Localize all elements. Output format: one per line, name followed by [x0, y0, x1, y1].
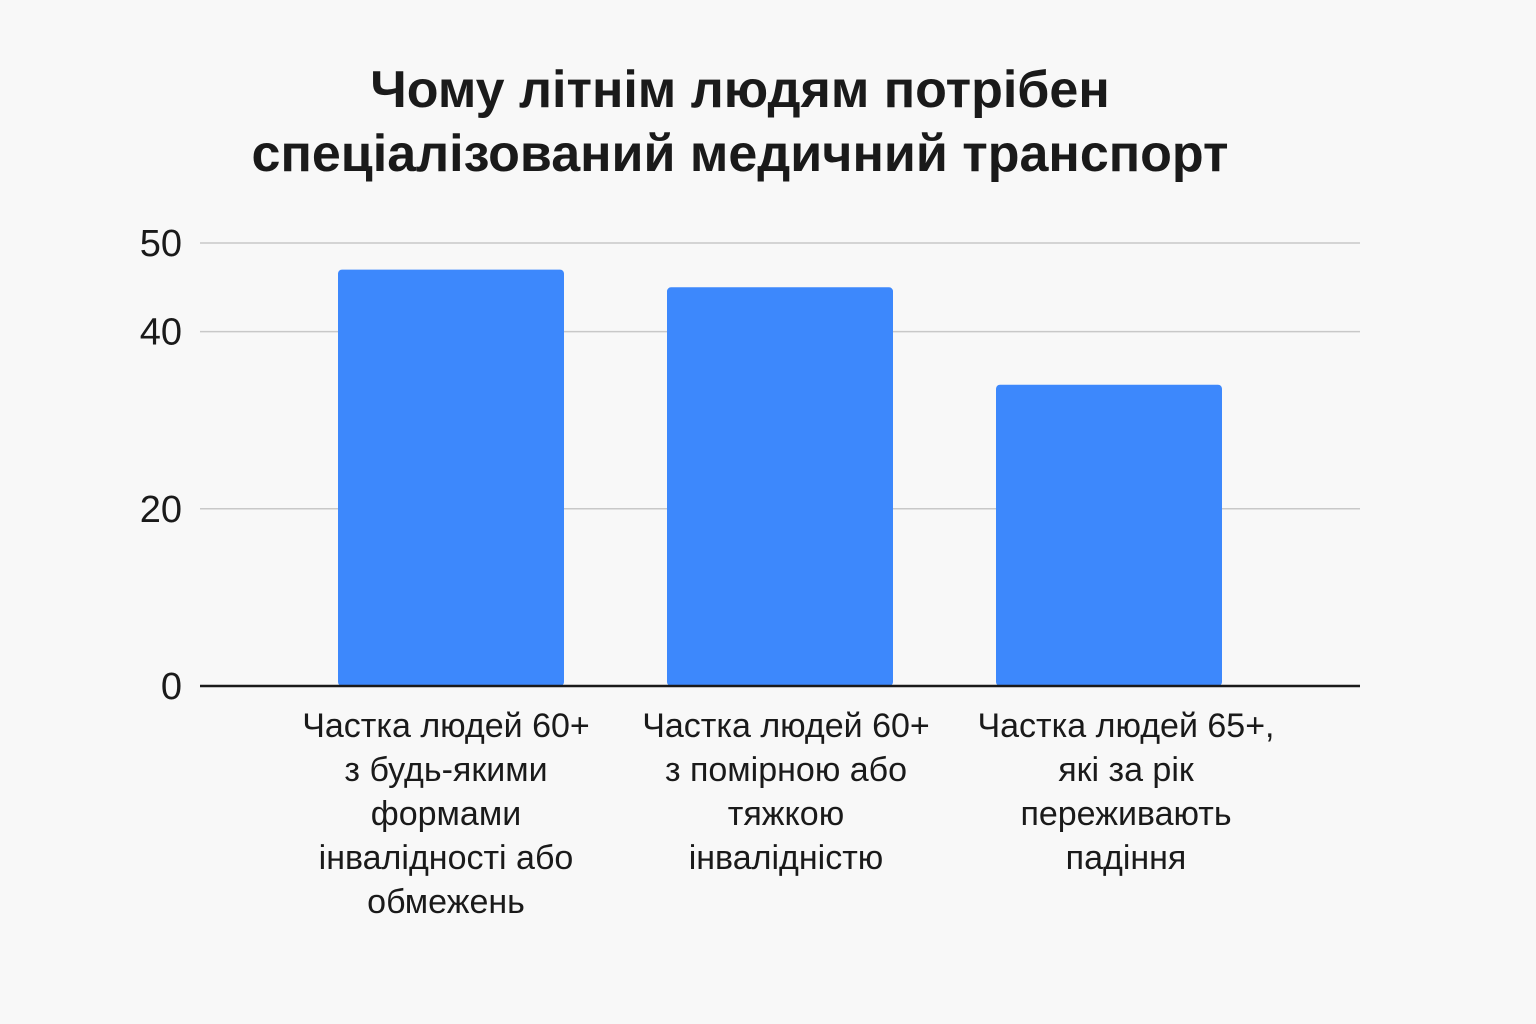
x-tick-label-line: Частка людей 60+ — [302, 707, 590, 745]
chart-title: Чому літнім людям потрібен спеціалізован… — [0, 58, 1480, 186]
x-tick-label-line: з помірною або — [664, 751, 908, 789]
y-tick-label-40: 40 — [140, 312, 182, 354]
x-tick-label-3: Частка людей 65+, які за рік переживають па… — [966, 704, 1286, 880]
x-tick-label-line: тяжкою — [727, 795, 845, 833]
bar-2 — [667, 287, 893, 686]
y-tick-label-0: 0 — [161, 666, 182, 708]
x-tick-label-line: інвалідності або — [318, 839, 574, 877]
bar-3 — [996, 384, 1222, 686]
x-tick-label-line: інвалідністю — [688, 839, 884, 877]
x-tick-label-line: падіння — [1065, 839, 1187, 877]
x-tick-label-line: Частка людей 65+, — [977, 707, 1275, 745]
x-tick-label-1: Частка людей 60+ з будь-якими формами інвал… — [286, 704, 606, 924]
chart-title-line-1: Чому літнім людям потрібен — [370, 61, 1110, 119]
x-tick-label-line: з будь-якими — [344, 751, 548, 789]
x-tick-label-line: переживають — [1020, 795, 1232, 833]
x-tick-label-line: обмежень — [367, 883, 525, 921]
bar-1 — [338, 269, 564, 686]
y-tick-label-20: 20 — [140, 489, 182, 531]
x-tick-label-line: які за рік — [1058, 751, 1194, 789]
x-tick-label-2: Частка людей 60+ з помірною або тяжкою інва… — [626, 704, 946, 880]
x-tick-label-line: Частка людей 60+ — [642, 707, 930, 745]
x-tick-label-line: формами — [370, 795, 522, 833]
y-tick-label-50: 50 — [140, 223, 182, 265]
chart-title-line-2: спеціалізований медичний транспорт — [251, 125, 1229, 183]
